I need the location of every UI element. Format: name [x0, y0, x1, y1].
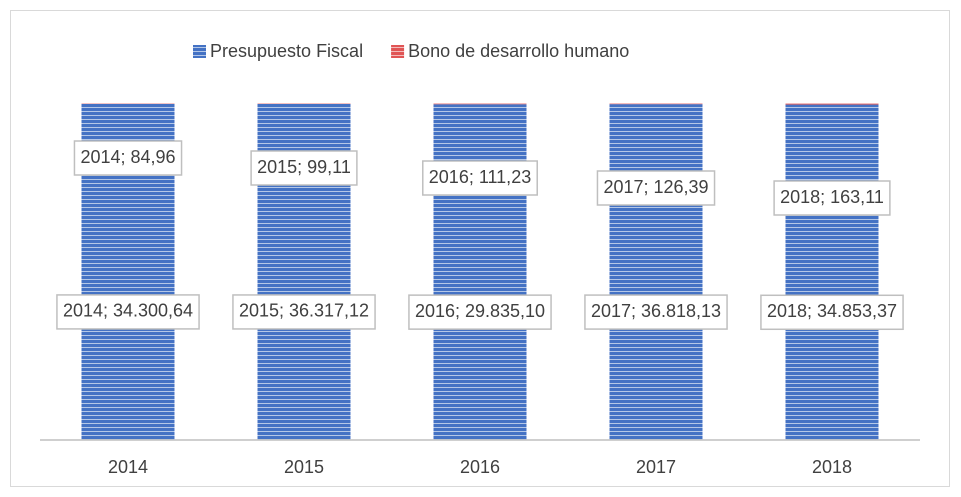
legend-label: Bono de desarrollo humano [408, 41, 629, 61]
data-label-text: 2014; 34.300,64 [63, 301, 193, 321]
data-label: 2018; 163,11 [773, 180, 891, 216]
data-label-box [773, 180, 891, 216]
data-label: 2018; 34.853,37 [760, 294, 904, 331]
data-label-text: 2017; 36.818,13 [591, 301, 721, 321]
data-label-box [232, 294, 376, 330]
data-label-text: 2014; 84,96 [80, 147, 175, 167]
legend-label: Presupuesto Fiscal [210, 41, 363, 61]
x-tick-label: 2018 [812, 457, 852, 477]
x-tick-label: 2017 [636, 457, 676, 477]
data-label-text: 2016; 29.835,10 [415, 301, 545, 321]
x-tick-label: 2016 [460, 457, 500, 477]
data-label: 2017; 36.818,13 [584, 294, 728, 330]
x-tick-label: 2015 [284, 457, 324, 477]
data-label-text: 2017; 126,39 [603, 177, 708, 197]
data-label-text: 2016; 111,23 [429, 167, 531, 187]
bar-segment [81, 103, 175, 104]
data-label: 2015; 36.317,12 [232, 294, 376, 330]
bar-segment [257, 103, 351, 104]
legend-swatch [391, 45, 405, 58]
data-label: 2016; 29.835,10 [408, 294, 552, 330]
data-label: 2016; 111,23 [422, 160, 538, 196]
data-label-text: 2015; 36.317,12 [239, 301, 369, 321]
data-label-box [596, 170, 716, 206]
data-label-box [760, 294, 904, 331]
data-label-box [73, 140, 183, 176]
bar-segment [785, 103, 879, 105]
data-label-box [584, 294, 728, 330]
data-label-box [250, 150, 358, 186]
data-label: 2014; 84,96 [73, 140, 183, 176]
data-label-text: 2018; 34.853,37 [767, 301, 897, 321]
bar-segment [609, 103, 703, 105]
bar-segment [785, 104, 879, 441]
data-label: 2014; 34.300,64 [56, 294, 200, 330]
bar-segment [433, 103, 527, 105]
data-label-text: 2015; 99,11 [257, 157, 351, 177]
data-label-box [422, 160, 538, 196]
x-tick-label: 2014 [108, 457, 148, 477]
data-label: 2017; 126,39 [596, 170, 716, 206]
data-label-box [56, 294, 200, 330]
legend-swatch [193, 45, 206, 58]
data-label-box [408, 294, 552, 330]
data-label: 2015; 99,11 [250, 150, 358, 186]
data-label-text: 2018; 163,11 [780, 187, 884, 207]
bar-segment [609, 104, 703, 441]
bar-segment [433, 104, 527, 441]
